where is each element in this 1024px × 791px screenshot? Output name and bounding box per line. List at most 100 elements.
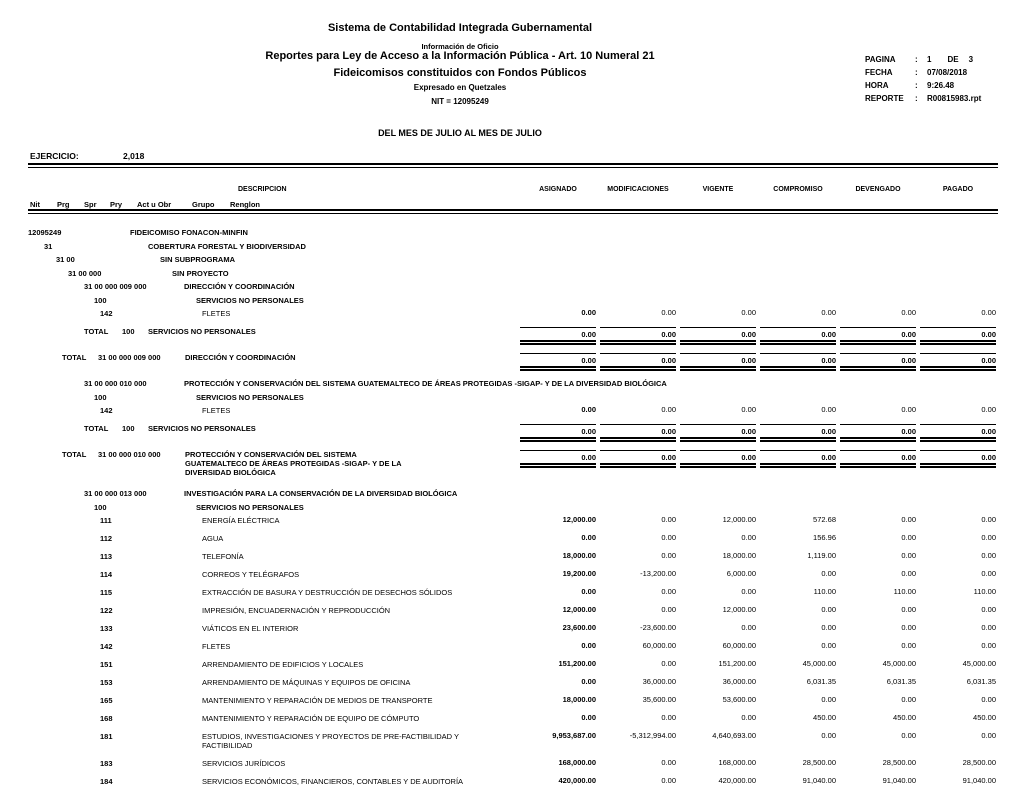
value-cell: 0.00 <box>661 308 676 317</box>
row-description: SERVICIOS NO PERSONALES <box>148 424 256 433</box>
row-values: 0.00 0.00 0.00 0.00 0.00 0.00 <box>516 405 996 414</box>
table-row: 183 SERVICIOS JURÍDICOS 168,000.00 0.00 168,… <box>0 758 1024 768</box>
value-cell: 6,031.35 <box>966 677 996 686</box>
value-cell: 0.00 <box>981 533 996 542</box>
value-cell: 53,600.00 <box>722 695 756 704</box>
table-row: 31 00 000 009 000 DIRECCIÓN Y COORDINACIÓ… <box>0 282 1024 291</box>
row-code: 151 <box>100 660 113 669</box>
value-cell: 0.00 <box>981 515 996 524</box>
value-cell: 45,000.00 <box>802 659 836 668</box>
table-row: 100 SERVICIOS NO PERSONALES <box>0 393 1024 402</box>
value-cell: 0.00 <box>901 695 916 704</box>
value-cell: 0.00 <box>981 605 996 614</box>
value-cell: 0.00 <box>920 327 996 345</box>
value-cell: 0.00 <box>581 677 596 686</box>
value-cell: 151,200.00 <box>718 659 756 668</box>
value-cell: 18,000.00 <box>562 551 596 560</box>
row-values: 9,953,687.00 -5,312,994.00 4,640,693.00 0.0… <box>516 731 996 740</box>
total-label: TOTAL <box>62 353 87 362</box>
value-cell: 91,040.00 <box>962 776 996 785</box>
table-row: 153 ARRENDAMIENTO DE MÁQUINAS Y EQUIPOS D… <box>0 677 1024 687</box>
value-cell: 0.00 <box>760 424 836 442</box>
table-row: 31 00 000 013 000 INVESTIGACIÓN PARA LA C… <box>0 489 1024 498</box>
value-cell: 0.00 <box>981 551 996 560</box>
row-description: PROTECCIÓN Y CONSERVACIÓN DEL SISTEMA GU… <box>185 450 402 477</box>
value-cell: 168,000.00 <box>718 758 756 767</box>
value-cell: 0.00 <box>661 405 676 414</box>
row-code: 114 <box>100 570 113 579</box>
value-cell: 0.00 <box>901 405 916 414</box>
value-cell: 0.00 <box>840 424 916 442</box>
value-cell: 0.00 <box>680 327 756 345</box>
row-description: EXTRACCIÓN DE BASURA Y DESTRUCCIÓN DE DE… <box>202 588 453 597</box>
value-cell: 0.00 <box>680 450 756 468</box>
table-row: 31 00 SIN SUBPROGRAMA <box>0 255 1024 264</box>
value-cell: 0.00 <box>821 623 836 632</box>
value-cell: 0.00 <box>821 405 836 414</box>
row-code: 100 <box>94 295 107 305</box>
value-cell: 0.00 <box>840 353 916 371</box>
row-description: ENERGÍA ELÉCTRICA <box>202 516 280 525</box>
row-values: 0.00 0.00 0.00 0.00 0.00 0.00 <box>516 308 996 317</box>
numeric-column-headers: ASIGNADO MODIFICACIONES VIGENTE COMPROMI… <box>516 186 996 193</box>
info-de-oficio-label: Información de Oficio <box>421 42 499 51</box>
row-code: 184 <box>100 777 113 786</box>
row-values: 0.00 60,000.00 60,000.00 0.00 0.00 0.00 <box>516 641 996 650</box>
row-values: 151,200.00 0.00 151,200.00 45,000.00 45,000.… <box>516 659 996 668</box>
reporte-label: REPORTE <box>865 94 904 103</box>
row-description: MANTENIMIENTO Y REPARACIÓN DE EQUIPO DE … <box>202 714 420 723</box>
value-cell: 0.00 <box>981 731 996 740</box>
col-devengado: DEVENGADO <box>855 186 901 193</box>
col-nit: Nit <box>30 200 40 209</box>
value-cell: 6,000.00 <box>726 569 756 578</box>
table-row: 113 TELEFONÍA 18,000.00 0.00 18,000.00 1,119.… <box>0 551 1024 561</box>
value-cell: 0.00 <box>581 405 596 414</box>
value-cell: 0.00 <box>821 695 836 704</box>
value-cell: 0.00 <box>520 424 596 442</box>
value-cell: 110.00 <box>973 587 996 596</box>
value-cell: 60,000.00 <box>722 641 756 650</box>
table-row: 142 FLETES 0.00 60,000.00 60,000.00 0.00 0.00 0… <box>0 641 1024 651</box>
descripcion-column-header: DESCRIPCION <box>238 186 287 193</box>
col-spr: Spr <box>84 200 97 209</box>
value-cell: 0.00 <box>680 424 756 442</box>
meta-reporte-row: REPORTE : R00815983.rpt <box>865 94 1015 103</box>
value-cell: 6,031.35 <box>806 677 836 686</box>
pagina-label: PAGINA <box>865 55 896 64</box>
table-row: 133 VIÁTICOS EN EL INTERIOR 23,600.00 -23,6… <box>0 623 1024 633</box>
value-cell: 0.00 <box>661 551 676 560</box>
value-cell: 0.00 <box>840 327 916 345</box>
row-description: COBERTURA FORESTAL Y BIODIVERSIDAD <box>148 241 306 251</box>
row-description: SERVICIOS NO PERSONALES <box>148 327 256 336</box>
meta-pagina-row: PAGINA : 1 DE 3 <box>865 55 1015 64</box>
row-values: 0.00 0.00 0.00 0.00 0.00 0.00 <box>516 450 996 468</box>
row-code: 181 <box>100 732 113 741</box>
row-description: ESTUDIOS, INVESTIGACIONES Y PROYECTOS DE… <box>202 732 459 750</box>
col-grupo: Grupo <box>192 200 215 209</box>
value-cell: 110.00 <box>813 587 836 596</box>
row-values: 19,200.00 -13,200.00 6,000.00 0.00 0.00 0.00 <box>516 569 996 578</box>
value-cell: 0.00 <box>901 569 916 578</box>
row-values: 0.00 0.00 0.00 0.00 0.00 0.00 <box>516 327 996 345</box>
value-cell: 0.00 <box>741 308 756 317</box>
row-description: VIÁTICOS EN EL INTERIOR <box>202 624 299 633</box>
value-cell: 0.00 <box>741 623 756 632</box>
table-row: 114 CORREOS Y TELÉGRAFOS 19,200.00 -13,200.… <box>0 569 1024 579</box>
value-cell: 0.00 <box>821 308 836 317</box>
row-code: 165 <box>100 696 113 705</box>
value-cell: 0.00 <box>680 353 756 371</box>
row-code: 111 <box>100 516 112 525</box>
value-cell: 0.00 <box>901 605 916 614</box>
col-renglon: Renglon <box>230 200 260 209</box>
value-cell: 0.00 <box>760 353 836 371</box>
row-description: SIN SUBPROGRAMA <box>160 255 236 264</box>
total-row: TOTAL 100 SERVICIOS NO PERSONALES 0.00 0.00 0… <box>0 424 1024 442</box>
value-cell: 45,000.00 <box>962 659 996 668</box>
table-row: 12095249 FIDEICOMISO FONACON-MINFIN <box>0 228 1024 237</box>
currency-note: Expresado en Quetzales <box>413 83 507 92</box>
row-values: 18,000.00 35,600.00 53,600.00 0.00 0.00 0.00 <box>516 695 996 704</box>
value-cell: 0.00 <box>741 533 756 542</box>
value-cell: 0.00 <box>661 659 676 668</box>
value-cell: 35,600.00 <box>642 695 676 704</box>
table-row: 31 00 000 SIN PROYECTO <box>0 269 1024 278</box>
